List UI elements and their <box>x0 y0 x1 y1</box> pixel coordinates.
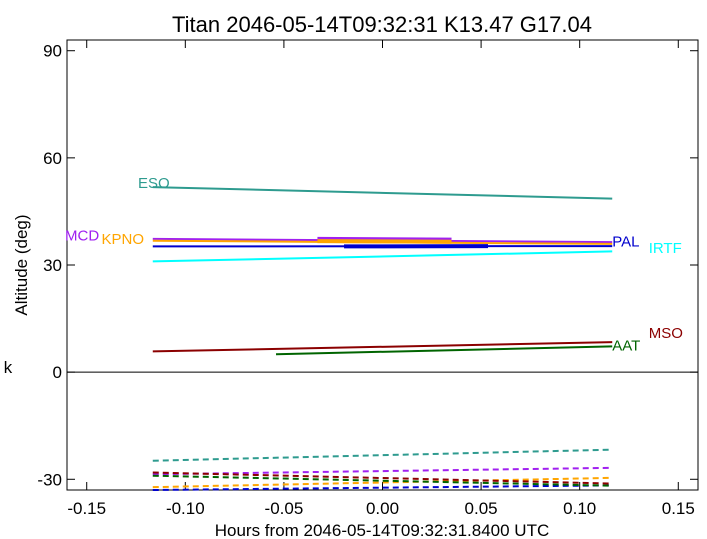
x-tick-label: -0.05 <box>265 499 304 518</box>
mso-below-horizon-line <box>152 471 613 485</box>
mso-altitude-line <box>152 341 613 353</box>
pal-label: PAL <box>612 233 639 250</box>
aat-below-horizon-line <box>152 474 613 487</box>
pal-below-horizon-line <box>152 484 613 491</box>
plot-frame <box>66 39 699 491</box>
mcd-label: MCD <box>65 227 99 244</box>
irtf-altitude-line <box>152 250 613 263</box>
x-tick-label: 0.10 <box>563 499 596 518</box>
x-tick-label: 0.05 <box>465 499 498 518</box>
side-label: k <box>3 360 13 379</box>
eso-below-horizon-line <box>152 448 613 462</box>
x-tick-label: -0.15 <box>67 499 106 518</box>
mcd-below-horizon-line <box>152 466 613 476</box>
kpno-label: KPNO <box>102 231 145 248</box>
y-tick-label: -30 <box>37 470 62 489</box>
x-tick-label: 0.15 <box>662 499 695 518</box>
mso-label: MSO <box>649 325 683 342</box>
y-tick-label: 0 <box>53 363 62 382</box>
aat-label: AAT <box>612 337 640 354</box>
axes: -0.15 -0.10 -0.05 0.00 0.05 0.10 0.15 -30 0 30 60 9… <box>37 39 699 518</box>
x-axis-label: Hours from 2046-05-14T09:32:31.8400 UTC <box>215 521 550 539</box>
eso-altitude-line <box>152 186 613 200</box>
y-tick-label: 90 <box>43 42 62 61</box>
x-tick-label: 0.00 <box>366 499 399 518</box>
y-axis-label: Altitude (deg) <box>12 214 31 315</box>
kpno-observing-window-line <box>317 239 452 244</box>
irtf-label: IRTF <box>649 240 682 257</box>
y-tick-label: 60 <box>43 149 62 168</box>
x-tick-label: -0.10 <box>166 499 205 518</box>
eso-label: ESO <box>138 175 170 192</box>
aat-altitude-line <box>275 345 613 356</box>
kpno-below-horizon-line <box>152 476 613 489</box>
series-lines <box>152 186 613 491</box>
y-tick-label: 30 <box>43 256 62 275</box>
mcd-observing-window-line <box>317 236 452 242</box>
series-labels: ESO MCD KPNO PAL IRTF MSO AAT <box>65 175 683 354</box>
chart-title: Titan 2046-05-14T09:32:31 K13.47 G17.04 <box>172 12 592 37</box>
